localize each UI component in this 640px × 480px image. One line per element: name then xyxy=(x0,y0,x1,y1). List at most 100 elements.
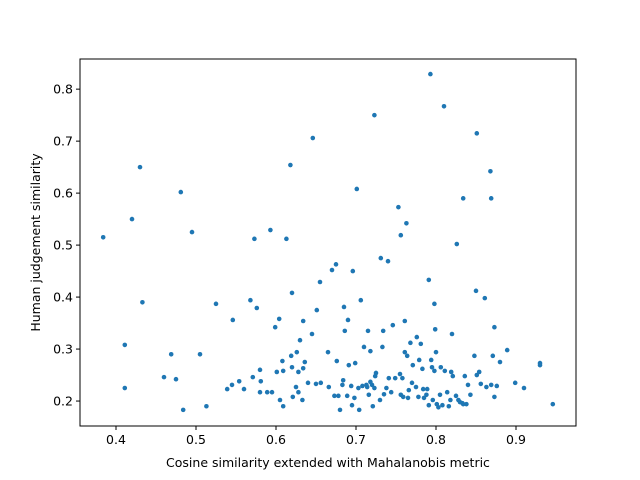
point xyxy=(472,353,477,359)
point xyxy=(406,387,412,393)
point xyxy=(424,392,429,398)
point xyxy=(352,360,358,366)
point xyxy=(550,401,556,407)
point xyxy=(388,389,394,395)
point xyxy=(310,135,316,141)
point xyxy=(380,344,385,350)
point xyxy=(197,351,203,357)
point xyxy=(360,383,365,389)
point xyxy=(365,328,371,334)
point xyxy=(432,301,437,307)
point xyxy=(392,375,398,381)
point xyxy=(420,386,426,392)
point xyxy=(257,389,263,395)
point xyxy=(448,397,453,403)
point xyxy=(345,317,351,323)
point xyxy=(274,369,280,375)
point xyxy=(348,383,354,389)
point xyxy=(329,267,335,273)
point xyxy=(332,393,337,399)
y-tick-label: 0.5 xyxy=(53,238,73,253)
point xyxy=(484,384,489,390)
point xyxy=(340,377,346,383)
point xyxy=(296,389,301,395)
point xyxy=(405,395,411,401)
point xyxy=(390,322,396,328)
point xyxy=(280,368,286,374)
x-tick-label: 0.4 xyxy=(106,432,126,447)
point xyxy=(378,255,384,261)
point xyxy=(254,305,260,311)
point xyxy=(264,389,270,395)
point xyxy=(488,196,494,201)
point xyxy=(440,402,445,408)
point xyxy=(372,112,377,118)
point xyxy=(356,385,361,391)
x-tick-label: 0.7 xyxy=(346,432,366,447)
point xyxy=(432,327,438,332)
point xyxy=(450,373,456,379)
point xyxy=(372,385,377,391)
point xyxy=(300,397,305,403)
point xyxy=(289,364,295,370)
point xyxy=(272,324,278,330)
point xyxy=(296,369,301,375)
point xyxy=(280,403,286,409)
point xyxy=(462,373,468,379)
point xyxy=(492,394,497,400)
point xyxy=(420,366,425,372)
point xyxy=(453,393,459,399)
point xyxy=(442,368,448,374)
point xyxy=(341,304,347,310)
point xyxy=(318,380,324,386)
point xyxy=(288,353,294,359)
point xyxy=(492,324,497,330)
point xyxy=(349,402,355,408)
point xyxy=(326,384,332,390)
point xyxy=(446,403,452,409)
point xyxy=(512,380,518,386)
point xyxy=(122,385,128,391)
x-tick-label: 0.9 xyxy=(506,432,526,447)
point xyxy=(448,369,454,375)
point xyxy=(432,368,437,374)
y-tick-label: 0.3 xyxy=(53,342,73,357)
point xyxy=(402,318,408,324)
point xyxy=(350,268,356,274)
point xyxy=(421,395,427,401)
point xyxy=(180,407,186,413)
point xyxy=(368,348,373,354)
point xyxy=(137,164,143,170)
x-tick-label: 0.5 xyxy=(186,432,206,447)
x-tick-label: 0.8 xyxy=(426,432,446,447)
point xyxy=(377,397,383,403)
point xyxy=(258,378,264,384)
point xyxy=(300,365,306,371)
point xyxy=(325,349,331,355)
point xyxy=(418,341,424,347)
point xyxy=(404,353,410,359)
point xyxy=(537,362,543,368)
point xyxy=(250,374,256,380)
point xyxy=(384,385,389,391)
y-tick-label: 0.4 xyxy=(53,290,73,305)
point xyxy=(474,131,480,136)
point xyxy=(381,391,387,397)
point xyxy=(340,382,345,388)
point xyxy=(230,317,236,323)
point xyxy=(284,236,289,242)
point xyxy=(229,382,235,388)
point xyxy=(297,337,303,343)
point xyxy=(426,277,432,283)
point xyxy=(400,375,405,381)
point xyxy=(454,241,460,247)
point xyxy=(490,353,496,359)
point xyxy=(342,328,348,334)
point xyxy=(313,381,319,387)
point xyxy=(400,394,406,400)
x-tick-label: 0.6 xyxy=(266,432,286,447)
point xyxy=(482,295,488,301)
point xyxy=(366,392,372,398)
point xyxy=(189,229,195,235)
